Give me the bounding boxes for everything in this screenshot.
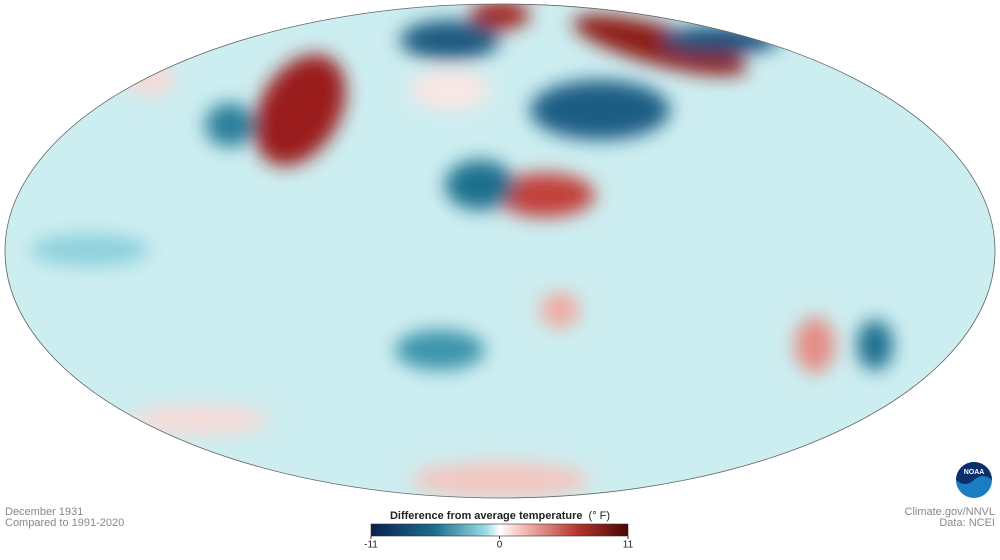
legend-unit: (° F) [589, 510, 611, 522]
colorbar-tick-label: -11 [364, 540, 378, 551]
colorbar-tick-label: 11 [623, 540, 634, 551]
logo-text: NOAA [964, 469, 985, 476]
colorbar [370, 523, 629, 537]
noaa-logo: NOAA [956, 462, 992, 498]
legend-title-text: Difference from average temperature [390, 510, 583, 522]
date-label: December 1931 [5, 506, 83, 518]
colorbar-tick-label: 0 [497, 540, 503, 551]
legend-title: Difference from average temperature (° F) [390, 510, 610, 522]
anomaly-map [5, 4, 995, 498]
baseline-label: Compared to 1991-2020 [5, 517, 124, 529]
data-label: Data: NCEI [939, 517, 995, 529]
source-label: Climate.gov/NNVL [905, 506, 995, 518]
globe-outline [4, 3, 996, 499]
